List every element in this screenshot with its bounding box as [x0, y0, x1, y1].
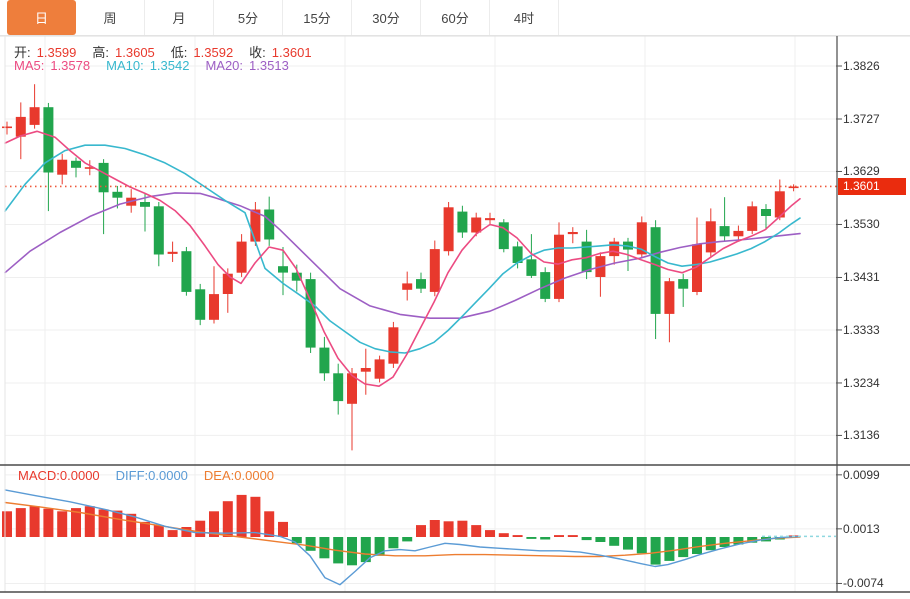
open-value: 1.3599	[36, 45, 77, 60]
tab-month[interactable]: 月	[145, 0, 214, 35]
macd-axis-label: 0.0013	[843, 521, 880, 536]
price-axis-label: 1.3431	[843, 270, 880, 285]
current-price-badge: 1.3601	[838, 178, 906, 196]
ma5-label: MA5:	[14, 58, 45, 73]
ma-legend: MA5: 1.3578 MA10: 1.3542 MA20: 1.3513	[14, 58, 295, 73]
ma10-value: 1.3542	[149, 58, 190, 73]
close-value: 1.3601	[271, 45, 312, 60]
price-axis-label: 1.3826	[843, 59, 880, 73]
macd-legend: MACD:0.0000 DIFF:0.0000 DEA:0.0000	[18, 468, 280, 483]
tab-15min[interactable]: 15分	[283, 0, 352, 35]
macd-axis-label: 0.0099	[843, 467, 880, 482]
tab-5min[interactable]: 5分	[214, 0, 283, 35]
tab-60min[interactable]: 60分	[421, 0, 490, 35]
price-axis-label: 1.3333	[843, 322, 880, 337]
low-value: 1.3592	[193, 45, 234, 60]
high-label: 高:	[92, 45, 110, 60]
interval-tab-bar: 日周月 5分 15分 30分 60分 4时	[0, 0, 910, 36]
ma5-value: 1.3578	[50, 58, 91, 73]
macd-axis-label: -0.0074	[843, 576, 884, 591]
open-label: 开:	[14, 45, 31, 60]
ohlc-readout: 开: 1.3599 高: 1.3605 低: 1.3592 收: 1.3601	[14, 42, 318, 61]
tab-day[interactable]: 日	[7, 0, 76, 35]
high-value: 1.3605	[115, 45, 155, 60]
tab-30min[interactable]: 30分	[352, 0, 421, 35]
low-label: 低:	[170, 45, 188, 60]
price-axis-label: 1.3629	[843, 164, 880, 179]
price-axis-label: 1.3727	[843, 112, 880, 126]
ma20-value: 1.3513	[249, 58, 289, 73]
diff-value: DIFF:0.0000	[115, 468, 188, 483]
ma20-label: MA20:	[205, 58, 244, 73]
close-label: 收:	[249, 45, 266, 60]
price-axis-label: 1.3136	[843, 428, 880, 443]
macd-value: MACD:0.0000	[18, 468, 100, 483]
price-axis-label: 1.3234	[843, 375, 880, 390]
dea-value: DEA:0.0000	[203, 468, 275, 483]
tab-4hour[interactable]: 4时	[490, 0, 559, 35]
tab-week[interactable]: 周	[76, 0, 145, 35]
ma10-label: MA10:	[106, 58, 144, 73]
price-axis-label: 1.3530	[843, 217, 880, 232]
